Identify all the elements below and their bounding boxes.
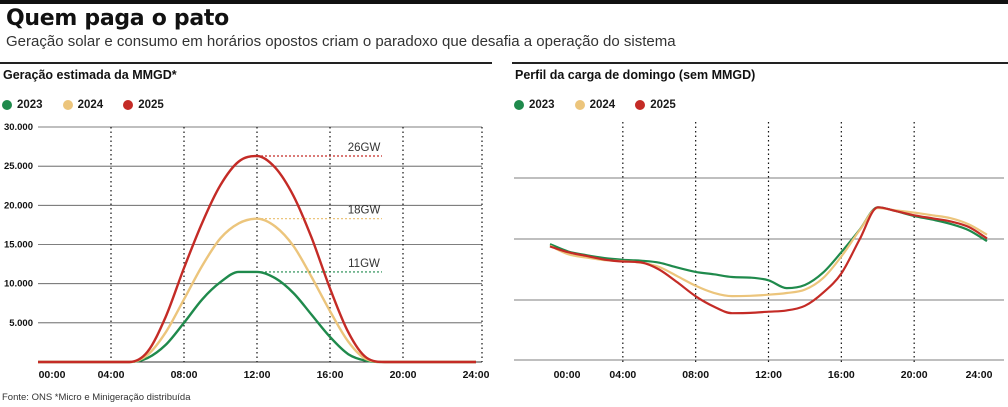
legend-item-2024: 2024 bbox=[574, 99, 616, 111]
annotation-label: 11GW bbox=[348, 258, 380, 270]
x-tick-label: 16:00 bbox=[317, 369, 344, 381]
annotation-label: 26GW bbox=[348, 142, 381, 154]
page-title: Quem paga o pato bbox=[6, 6, 229, 31]
y-tick-label: 10.000 bbox=[4, 279, 33, 290]
legend-label: 2025 bbox=[138, 99, 164, 111]
legend-item-2025: 2025 bbox=[635, 99, 676, 111]
right-chart-title: Perfil da carga de domingo (sem MMGD) bbox=[515, 68, 756, 82]
y-tick-label: 25.000 bbox=[4, 161, 33, 172]
x-tick-label: 12:00 bbox=[244, 369, 271, 381]
x-tick-label: 04:00 bbox=[98, 369, 125, 381]
x-tick-label: 16:00 bbox=[828, 369, 855, 381]
right-chart-plot: 00:00 04:00 08:00 12:00 16:00 20:00 24:00 bbox=[514, 122, 1004, 381]
legend-label: 2025 bbox=[650, 99, 676, 111]
legend-item-2025: 2025 bbox=[123, 99, 164, 111]
legend-dot-icon bbox=[2, 100, 12, 110]
x-tick-label: 04:00 bbox=[609, 369, 636, 381]
y-tick-label: 5.000 bbox=[9, 318, 33, 329]
legend-label: 2024 bbox=[77, 99, 104, 111]
x-tick-label: 12:00 bbox=[755, 369, 782, 381]
x-tick-label: 20:00 bbox=[901, 369, 928, 381]
right-panel-rule bbox=[512, 62, 1008, 64]
x-tick-label: 00:00 bbox=[554, 369, 581, 381]
series-line-2025 bbox=[549, 206, 988, 315]
legend-item-2024: 2024 bbox=[62, 99, 104, 111]
y-tick-label: 15.000 bbox=[4, 240, 33, 251]
top-rule bbox=[0, 0, 1008, 4]
legend-dot-icon bbox=[635, 100, 646, 110]
legend-label: 2023 bbox=[17, 99, 43, 111]
x-tick-label: 24:00 bbox=[463, 369, 490, 381]
legend-dot-icon bbox=[62, 100, 73, 110]
legend-dot-icon bbox=[514, 100, 524, 110]
left-chart-title: Geração estimada da MMGD* bbox=[3, 68, 177, 82]
left-legend: 2023 2024 2025 bbox=[2, 99, 184, 111]
left-chart-plot: 5.000 10.000 15.000 20.000 25.000 30.000 00:00… bbox=[4, 122, 490, 381]
page-subtitle: Geração solar e consumo em horários opos… bbox=[6, 33, 676, 50]
legend-dot-icon bbox=[574, 100, 585, 110]
x-tick-label: 08:00 bbox=[171, 369, 198, 381]
legend-dot-icon bbox=[123, 100, 134, 110]
annotation-label: 18GW bbox=[348, 205, 381, 217]
y-tick-label: 30.000 bbox=[4, 122, 33, 133]
x-tick-label: 24:00 bbox=[966, 369, 993, 381]
x-tick-label: 00:00 bbox=[39, 369, 66, 381]
y-tick-label: 20.000 bbox=[4, 200, 33, 211]
left-panel-rule bbox=[0, 62, 492, 64]
x-tick-label: 20:00 bbox=[390, 369, 417, 381]
legend-item-2023: 2023 bbox=[514, 99, 555, 111]
source-note: Fonte: ONS *Micro e Minigeração distribu… bbox=[2, 392, 191, 403]
legend-label: 2024 bbox=[589, 99, 616, 111]
x-tick-label: 08:00 bbox=[682, 369, 709, 381]
legend-item-2023: 2023 bbox=[2, 99, 43, 111]
right-legend: 2023 2024 2025 bbox=[514, 99, 696, 111]
legend-label: 2023 bbox=[529, 99, 555, 111]
